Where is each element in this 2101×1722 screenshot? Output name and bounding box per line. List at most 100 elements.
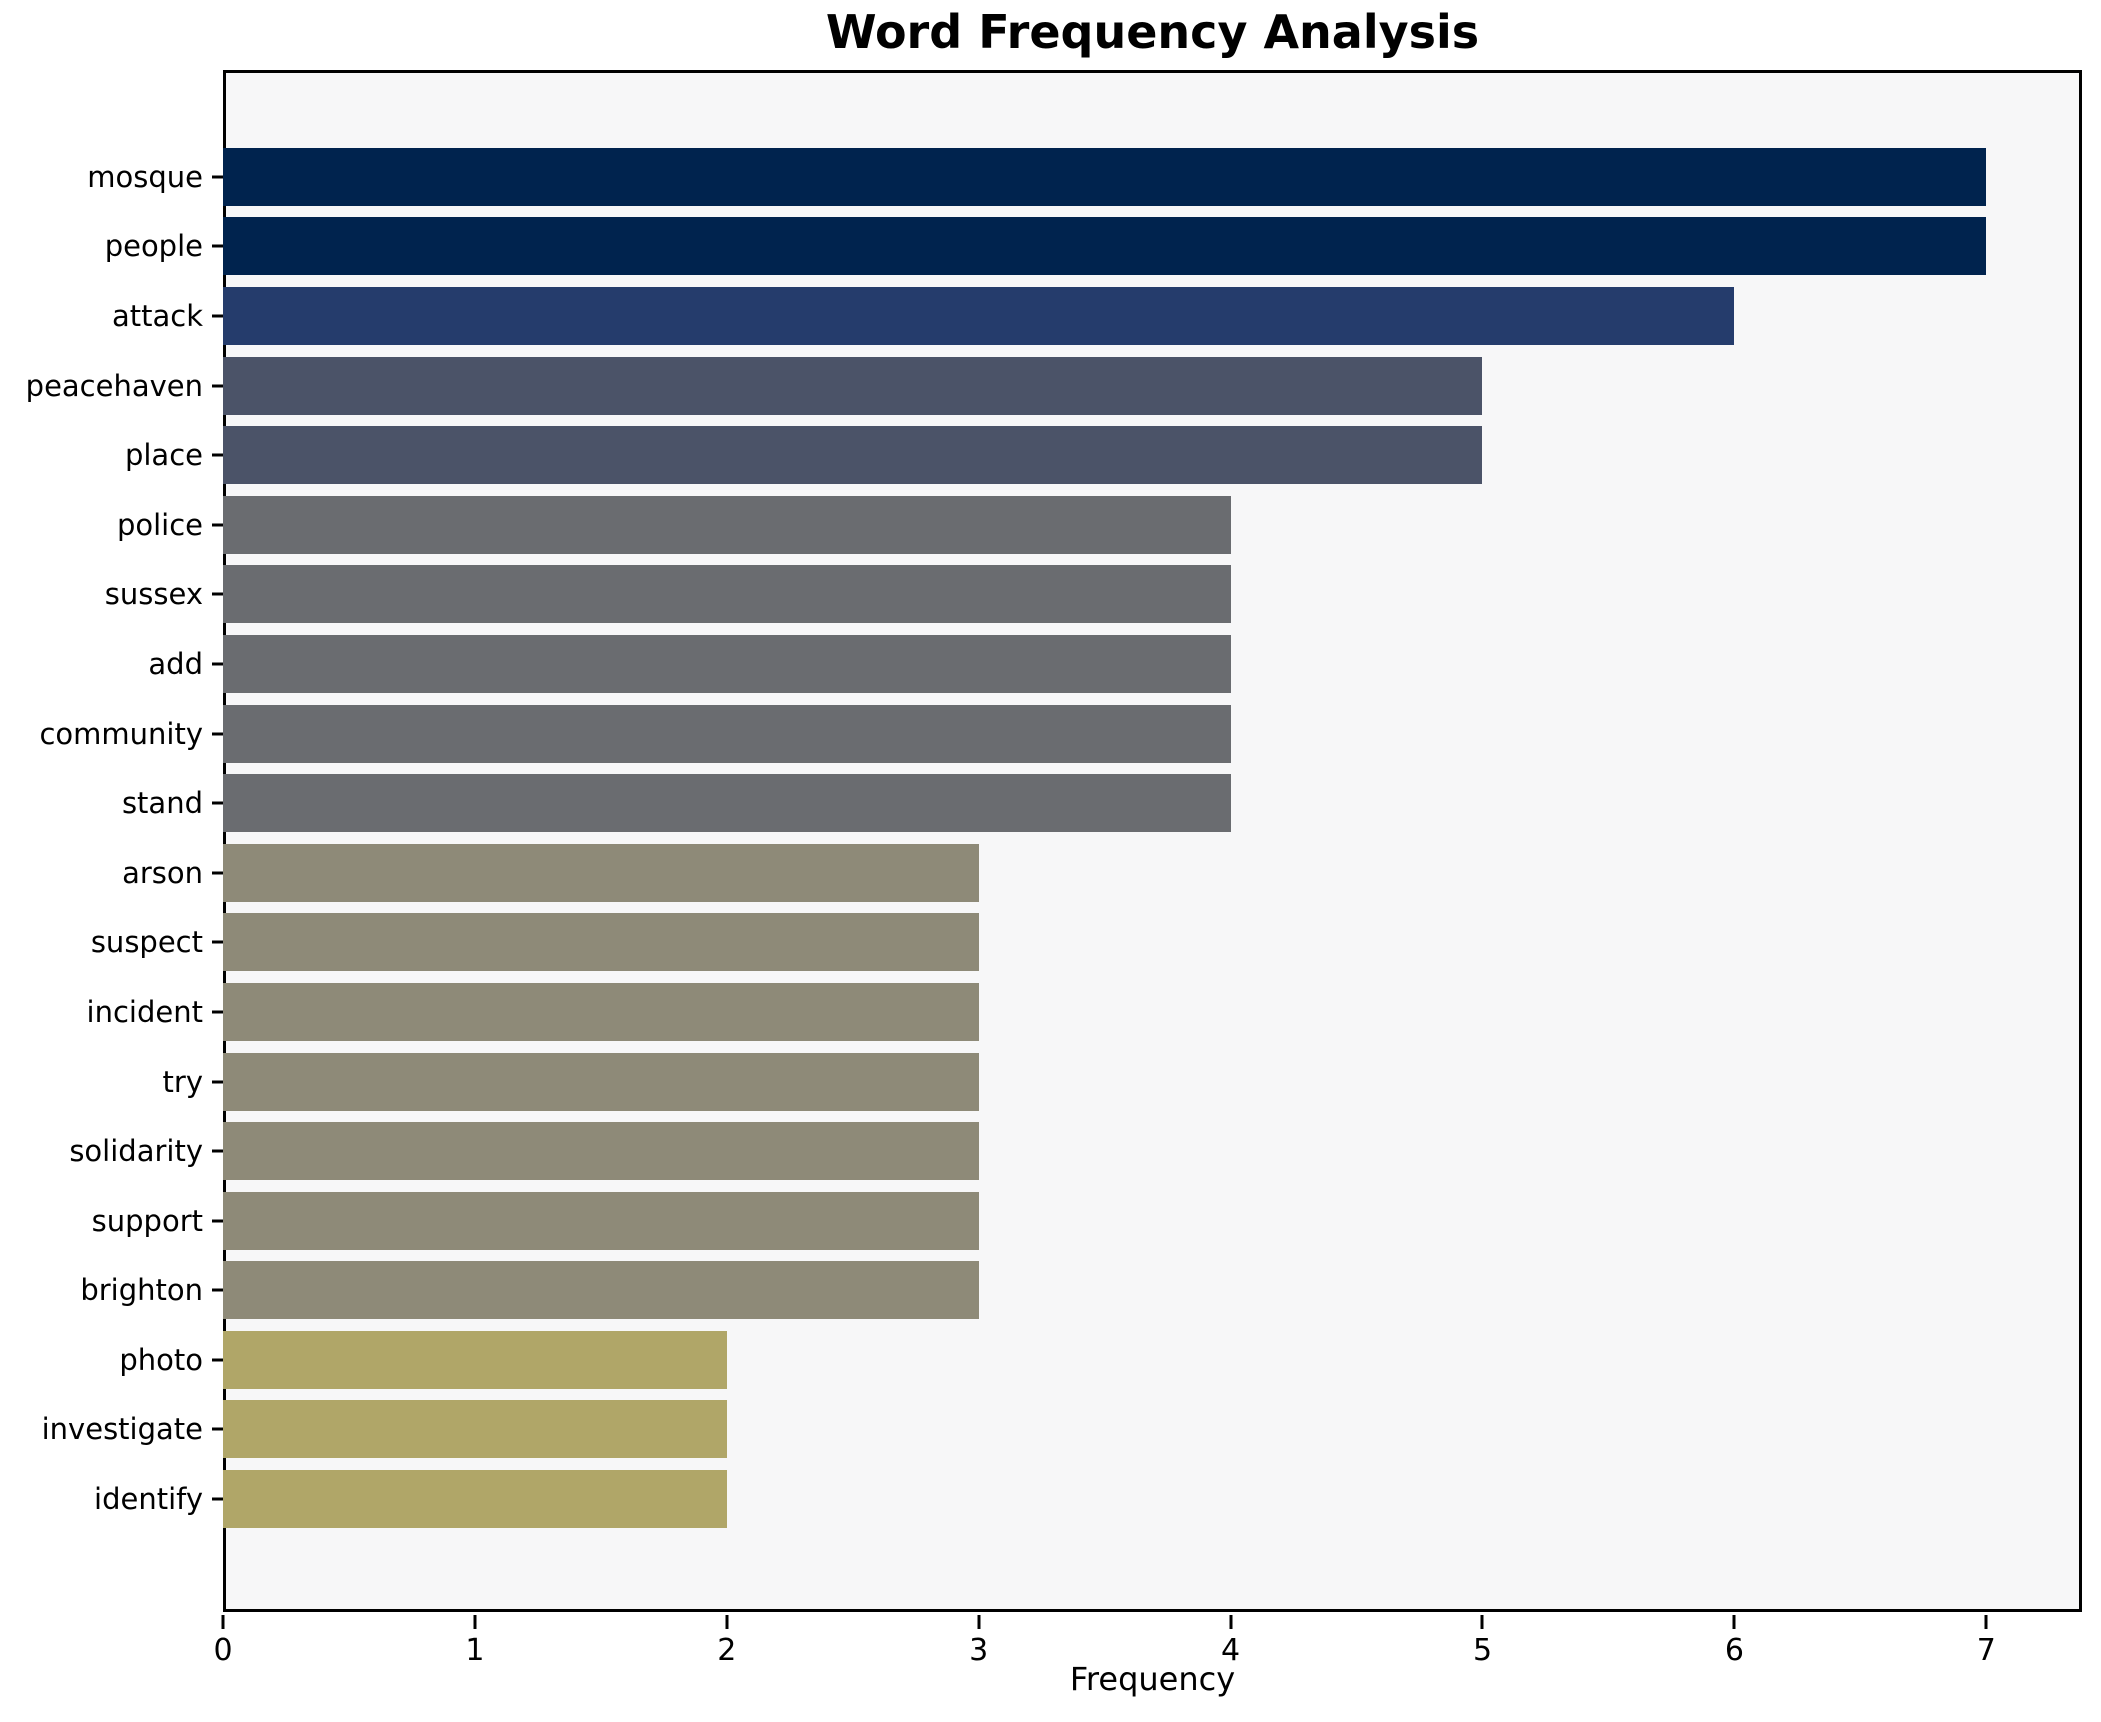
bar-row: incident [87,977,2082,1047]
x-tick-mark [1229,1615,1233,1629]
y-tick-label: photo [119,1342,203,1377]
y-tick-mark [212,1080,223,1084]
bar-row: peacehaven [26,351,2082,421]
y-tick-label: solidarity [69,1134,203,1169]
y-tick-mark [212,592,223,596]
y-tick-label: add [148,646,203,681]
x-tick-label: 6 [1724,1633,1744,1668]
y-tick-mark [212,1358,223,1362]
bar-row: sussex [105,560,2082,630]
bar-row: community [39,699,2082,769]
x-tick-label: 4 [1221,1633,1241,1668]
x-tick-label: 2 [717,1633,737,1668]
y-tick-mark [212,314,223,318]
y-tick-label: brighton [80,1273,203,1308]
x-tick-mark [473,1615,477,1629]
bar-row: police [117,490,2082,560]
y-tick-mark [212,801,223,805]
bar-row: photo [119,1325,2082,1395]
x-axis-label: Frequency [1069,1660,1236,1698]
y-tick-label: peacehaven [25,368,203,403]
bar-row: place [125,420,2082,490]
bar-row: suspect [91,908,2082,978]
bar-support [223,1191,979,1250]
bar-peacehaven [223,356,1483,415]
bar-community [223,704,1231,763]
y-tick-label: arson [122,855,203,890]
bar-row: mosque [87,142,2082,212]
y-tick-mark [212,1219,223,1223]
y-tick-mark [212,175,223,179]
bar-suspect [223,913,979,972]
x-tick-label: 5 [1472,1633,1493,1668]
x-tick-mark [1732,1615,1736,1629]
y-tick-label: try [162,1064,203,1099]
y-tick-label: community [39,716,203,751]
y-tick-mark [212,871,223,875]
bar-police [223,495,1231,554]
x-tick-mark [1480,1615,1484,1629]
bar-row: people [105,212,2082,282]
y-tick-label: support [91,1203,203,1238]
y-tick-label: stand [121,786,203,821]
y-tick-mark [212,1497,223,1501]
x-tick-label: 1 [465,1633,485,1668]
bar-add [223,634,1231,693]
y-tick-mark [212,453,223,457]
y-tick-mark [212,732,223,736]
bars-container: mosque people attack peacehaven place police s… [26,70,2082,1612]
bar-row: try [163,1047,2082,1117]
x-tick-mark [725,1615,729,1629]
y-tick-mark [212,1427,223,1431]
bar-row: identify [94,1464,2082,1534]
y-tick-mark [212,940,223,944]
bar-attack [223,286,1735,345]
y-tick-mark [212,244,223,248]
y-tick-mark [212,523,223,527]
bar-stand [223,774,1231,833]
x-tick-mark [1984,1615,1988,1629]
y-tick-mark [212,1149,223,1153]
bar-incident [223,982,979,1041]
y-tick-label: police [116,507,203,542]
bar-solidarity [223,1122,979,1181]
x-tick-label: 0 [213,1633,233,1668]
y-tick-label: investigate [41,1412,203,1447]
y-tick-label: incident [86,994,203,1029]
x-tick-mark [221,1615,225,1629]
y-tick-label: mosque [87,159,203,194]
bar-arson [223,843,979,902]
bar-row: add [148,629,2082,699]
y-tick-label: place [124,438,203,473]
bar-row: solidarity [69,1116,2082,1186]
bar-mosque [223,147,1987,206]
chart-title: Word Frequency Analysis [825,5,1480,59]
x-axis: 0 1 2 3 4 5 6 7 [213,1615,2082,1685]
bar-row: arson [122,838,2082,908]
bar-row: support [92,1186,2082,1256]
y-tick-mark [212,1010,223,1014]
bar-identify [223,1470,727,1529]
x-tick-label: 7 [1976,1633,1996,1668]
bar-sussex [223,565,1231,624]
bar-photo [223,1330,727,1389]
y-tick-label: people [104,229,203,264]
y-tick-mark [212,662,223,666]
y-tick-mark [212,384,223,388]
y-tick-label: attack [111,298,203,333]
bar-people [223,217,1987,276]
bar-row: attack [112,281,2082,351]
bar-try [223,1052,979,1111]
y-tick-label: sussex [104,577,203,612]
y-tick-mark [212,1288,223,1292]
y-tick-label: suspect [90,925,203,960]
bar-investigate [223,1400,727,1459]
x-tick-mark [977,1615,981,1629]
y-tick-label: identify [94,1482,203,1517]
bar-row: investigate [42,1395,2082,1465]
bar-place [223,426,1483,485]
bar-row: stand [122,768,2082,838]
x-tick-label: 3 [969,1633,989,1668]
bar-row: brighton [80,1256,2082,1326]
